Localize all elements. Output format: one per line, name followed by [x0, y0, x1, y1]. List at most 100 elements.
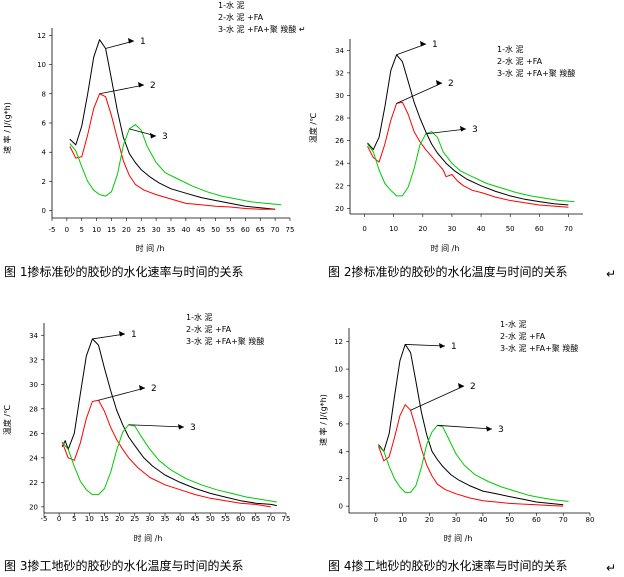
series-number-label-2: 2	[448, 79, 454, 89]
x-tick-label: 20	[418, 225, 427, 233]
series-line-3	[61, 424, 277, 503]
y-tick-label: 24	[335, 160, 344, 168]
x-tick-label: 70	[559, 516, 568, 524]
y-tick-label: 6	[339, 420, 344, 428]
x-tick-label: 40	[176, 515, 185, 523]
legend-entry-1: 1-水 泥	[500, 319, 527, 329]
y-tick-label: 12	[334, 338, 343, 346]
x-tick-label: 40	[478, 516, 487, 524]
pointer-line-2	[410, 385, 465, 411]
series-number-label-2: 2	[150, 81, 156, 91]
series-line-2	[61, 399, 271, 508]
x-tick-label: 45	[196, 226, 205, 234]
y-tick-label: 0	[339, 503, 343, 511]
x-tick-label: 0	[65, 226, 69, 234]
pointer-arrowhead-2	[458, 383, 464, 389]
x-tick-label: 20	[122, 226, 131, 234]
y-tick-label: 26	[29, 430, 38, 438]
caption-2: 图 2掺标准砂的胶砂的水化温度与时间的关系	[328, 264, 567, 279]
x-tick-label: 0	[57, 515, 61, 523]
x-tick-label: 5	[72, 515, 76, 523]
series-number-label-1: 1	[131, 330, 137, 340]
y-tick-label: 20	[335, 205, 344, 213]
series-line-1	[69, 39, 276, 210]
legend-entry-1: 1-水 泥	[218, 0, 245, 10]
caption-3: 图 3掺工地砂的胶砂的水化温度与时间的关系	[4, 558, 243, 573]
x-tick-label: 30	[452, 516, 461, 524]
x-tick-label: 80	[586, 516, 595, 524]
pointer-line-3	[425, 128, 467, 135]
caption-4: 图 4掺工地砂的胶砂的水化速率与时间的关系	[328, 558, 567, 573]
y-tick-label: 8	[339, 393, 343, 401]
x-tick-label: 60	[532, 516, 541, 524]
legend-entry-3: 3-水 泥 +FA+聚 羧酸	[500, 343, 578, 353]
x-tick-label: 15	[100, 515, 109, 523]
pointer-arrowhead-1	[119, 331, 125, 337]
y-tick-label: 22	[29, 479, 38, 487]
caption-mark-2: ↵	[606, 267, 616, 281]
y-tick-label: 22	[335, 182, 344, 190]
pointer-arrowhead-3	[178, 424, 184, 430]
y-tick-label: 6	[42, 120, 47, 128]
y-tick-label: 26	[335, 137, 344, 145]
x-tick-label: 40	[181, 226, 190, 234]
y-tick-label: 34	[335, 47, 344, 55]
x-tick-label: 35	[161, 515, 170, 523]
x-tick-label: 30	[447, 225, 456, 233]
legend-entry-2: 2-水 泥 +FA	[218, 12, 264, 22]
pointer-arrowhead-3	[486, 426, 492, 432]
pointer-arrowhead-2	[436, 80, 442, 86]
chart-panel-2: 图 2掺标准砂的胶砂的水化温度与时间的关系 ↵ 0 10 20 30 40 50 60 70 2…	[308, 39, 616, 281]
x-tick-label: -5	[49, 226, 56, 234]
x-tick-label: 35	[167, 226, 176, 234]
x-tick-label: 30	[152, 226, 161, 234]
series-number-label-1: 1	[451, 342, 457, 352]
series-number-label-1: 1	[140, 37, 146, 47]
caption-1: 图 1掺标准砂的胶砂的水化速率与时间的关系	[4, 264, 243, 279]
x-tick-label: 70	[564, 225, 573, 233]
series-line-3	[367, 131, 575, 203]
x-tick-label: 50	[506, 225, 515, 233]
pointer-arrowhead-2	[138, 82, 144, 88]
y-tick-label: 20	[29, 503, 38, 511]
y-tick-label: 4	[339, 448, 344, 456]
y-tick-label: 8	[42, 90, 46, 98]
y-tick-label: 32	[335, 69, 344, 77]
x-tick-label: 50	[206, 515, 215, 523]
x-tick-label: 25	[130, 515, 139, 523]
series-line-2	[69, 93, 276, 210]
series-number-label-2: 2	[470, 382, 476, 392]
chart-panel-4: 图 4掺工地砂的胶砂的水化速率与时间的关系 ↵ 0 10 20 30 40 50 60 70 8…	[318, 319, 616, 575]
y-axis-label: 速 率 / J/(g*h)	[318, 394, 328, 446]
series-number-label-3: 3	[472, 125, 478, 135]
x-tick-label: 60	[241, 226, 250, 234]
x-tick-label: -5	[41, 515, 48, 523]
x-tick-label: 5	[80, 226, 84, 234]
series-line-2	[378, 404, 564, 507]
y-tick-label: 0	[42, 207, 46, 215]
pointer-arrowhead-1	[439, 343, 445, 349]
pointer-arrowhead-3	[460, 126, 466, 132]
legend-entry-1: 1-水 泥	[186, 312, 213, 322]
y-tick-label: 10	[334, 366, 343, 374]
series-line-1	[378, 343, 564, 506]
y-tick-label: 24	[29, 454, 38, 462]
legend-entry-2: 2-水 泥 +FA	[186, 324, 232, 334]
series-number-label-3: 3	[162, 132, 168, 142]
pointer-arrowhead-1	[420, 41, 426, 47]
x-axis-label: 时 间 /h	[134, 533, 163, 543]
x-tick-label: 70	[271, 226, 280, 234]
y-tick-label: 34	[29, 332, 38, 340]
y-tick-label: 30	[29, 381, 38, 389]
y-tick-label: 2	[42, 178, 46, 186]
x-tick-label: 15	[107, 226, 116, 234]
x-tick-label: 50	[211, 226, 220, 234]
legend-entry-3: 3-水 泥 +FA+聚 羧酸	[186, 336, 264, 346]
caption-mark-4: ↵	[606, 561, 616, 575]
series-line-3	[378, 424, 569, 502]
pointer-arrowhead-3	[150, 133, 156, 139]
y-tick-label: 4	[42, 149, 47, 157]
x-tick-label: 70	[266, 515, 275, 523]
pointer-line-2	[99, 84, 145, 95]
